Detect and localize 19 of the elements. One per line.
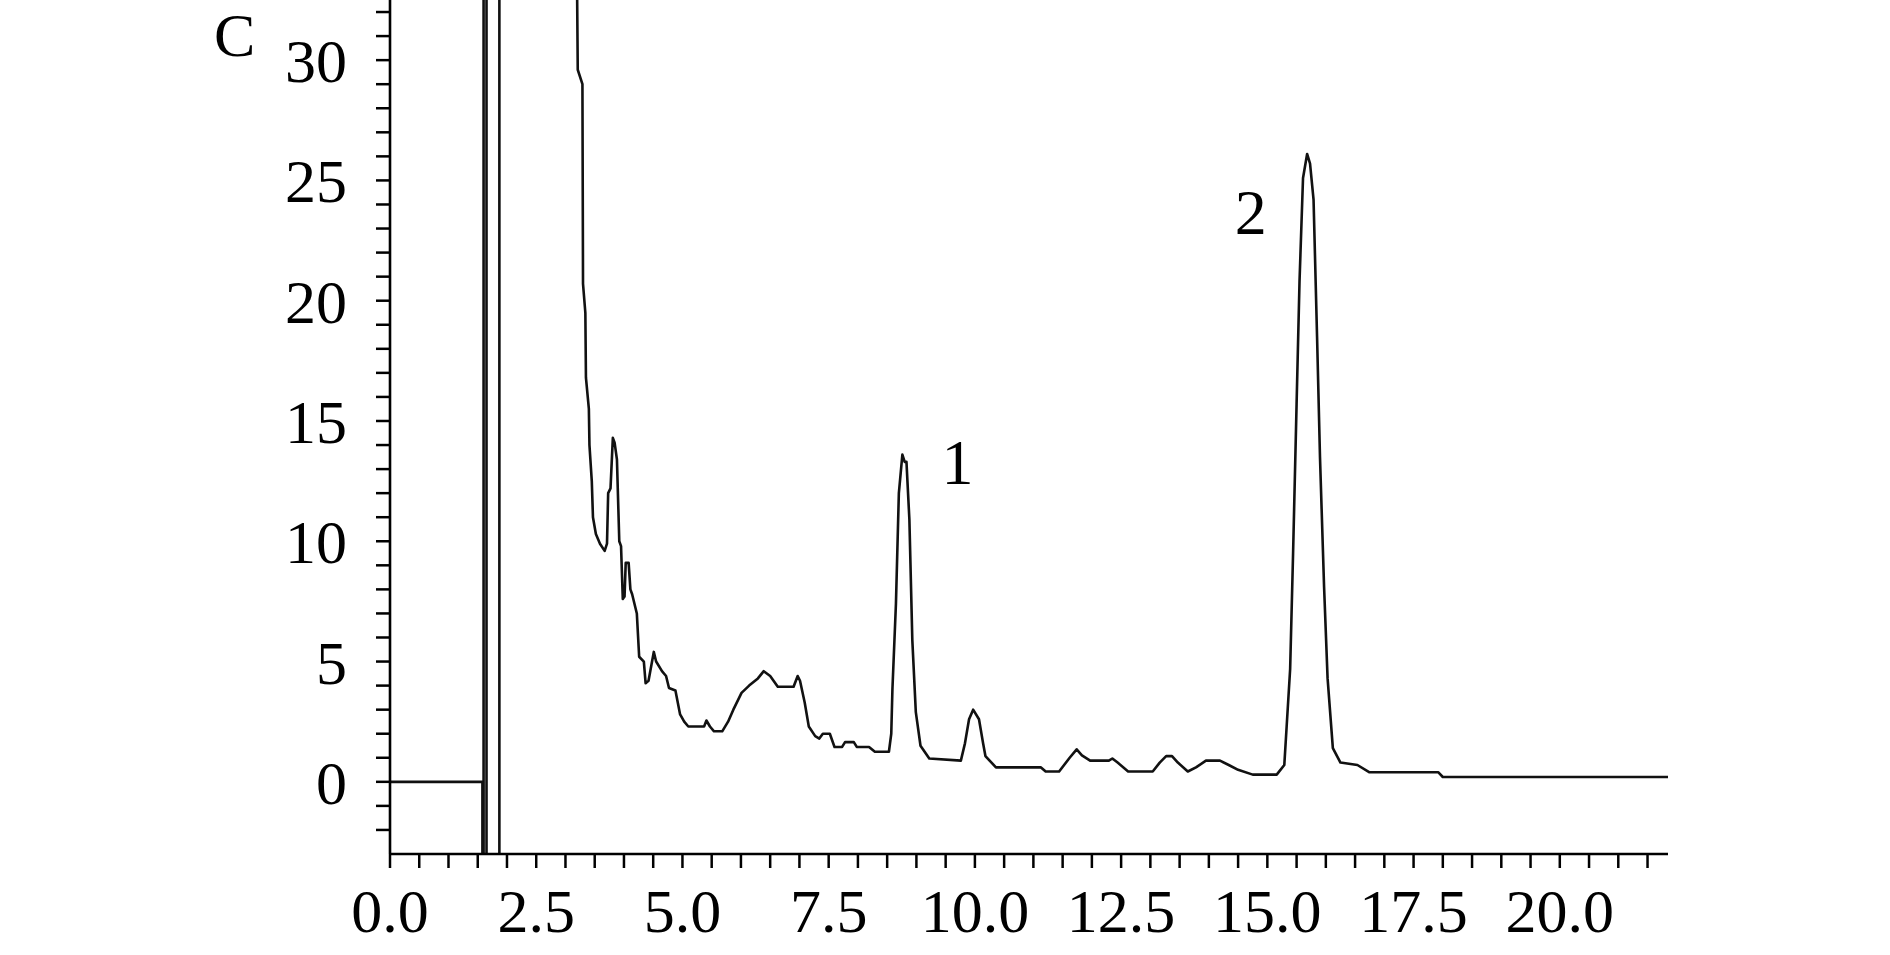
y-tick-label: 15 [285, 388, 347, 456]
x-tick-label: 20.0 [1505, 877, 1615, 946]
y-tick-label: 5 [316, 628, 347, 697]
x-tick-label: 10.0 [920, 877, 1030, 946]
x-tick-label: 15.0 [1213, 877, 1322, 946]
annotation: 1 [941, 426, 974, 498]
y-tick-label: 20 [285, 267, 347, 336]
annotation: 2 [1234, 176, 1267, 248]
y-tick-label: 30 [285, 27, 347, 96]
x-tick-label: 17.5 [1359, 877, 1468, 946]
x-tick-label: 7.5 [789, 877, 868, 946]
x-tick-label: 0.0 [351, 877, 429, 946]
y-tick-label: 25 [285, 147, 347, 216]
x-tick-label: 2.5 [497, 877, 575, 946]
x-tick-label: 5.0 [643, 877, 722, 946]
y-tick-label: 0 [316, 748, 347, 817]
y-tick-label: 10 [285, 508, 347, 577]
text: C [214, 0, 256, 70]
x-tick-label: 12.5 [1066, 877, 1176, 946]
